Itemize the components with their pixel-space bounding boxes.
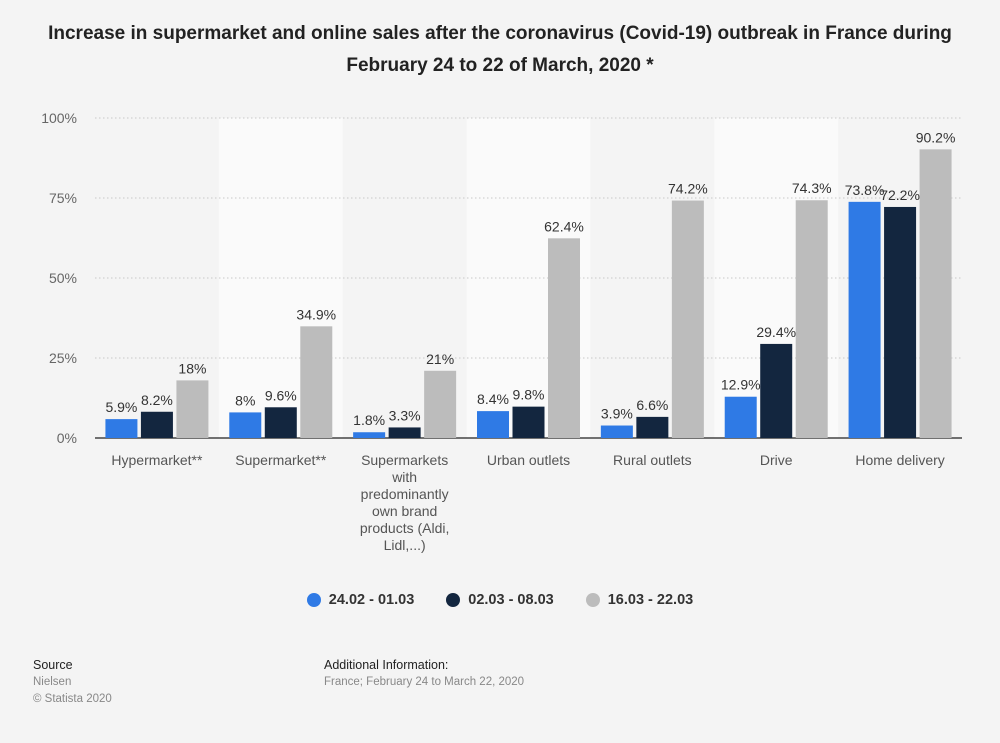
- bar-series-3-cat-4[interactable]: [548, 238, 580, 438]
- data-label-series-3-cat-4: 62.4%: [544, 218, 584, 234]
- source-name: Nielsen: [33, 676, 72, 688]
- data-label-series-1-cat-2: 8%: [235, 392, 255, 408]
- data-label-series-3-cat-3: 21%: [426, 351, 454, 367]
- data-label-series-3-cat-1: 18%: [178, 360, 206, 376]
- y-tick-label: 25%: [49, 350, 77, 366]
- data-label-series-2-cat-1: 8.2%: [141, 392, 173, 408]
- bar-series-3-cat-7[interactable]: [919, 149, 952, 439]
- data-label-series-3-cat-6: 74.3%: [792, 180, 832, 196]
- bar-series-2-cat-7[interactable]: [884, 206, 917, 438]
- legend-label-series-1: 24.02 - 01.03: [328, 592, 415, 608]
- bar-series-2-cat-4[interactable]: [512, 406, 545, 438]
- x-category-label: Hypermarket**: [111, 452, 203, 468]
- legend-swatch-series-1: [306, 593, 321, 607]
- legend-label-series-3: 16.03 - 22.03: [607, 592, 694, 608]
- x-category-label: Urban outlets: [487, 452, 570, 468]
- legend-item-series-2[interactable]: 02.03 - 08.03: [446, 592, 554, 608]
- bar-series-3-cat-3[interactable]: [424, 370, 457, 438]
- x-category-label: Supermarkets with predominantly own brand pr…: [360, 452, 449, 553]
- data-label-series-2-cat-5: 6.6%: [636, 397, 668, 413]
- legend-label-series-2: 02.03 - 08.03: [468, 592, 554, 608]
- bar-series-3-cat-1[interactable]: [176, 380, 209, 438]
- bar-series-1-cat-5[interactable]: [600, 425, 633, 438]
- x-category-label: Home delivery: [855, 452, 944, 468]
- chart-title: Increase in supermarket and online sales…: [48, 23, 952, 76]
- data-label-series-1-cat-3: 1.8%: [353, 412, 385, 428]
- legend-item-series-3[interactable]: 16.03 - 22.03: [585, 592, 694, 608]
- bar-series-3-cat-2[interactable]: [300, 326, 333, 438]
- data-label-series-2-cat-7: 72.2%: [880, 187, 920, 203]
- data-label-series-1-cat-5: 3.9%: [601, 406, 633, 422]
- data-label-series-3-cat-7: 90.2%: [916, 129, 956, 145]
- bar-series-2-cat-3[interactable]: [388, 427, 421, 438]
- data-label-series-3-cat-2: 34.9%: [296, 306, 336, 322]
- bar-series-1-cat-7[interactable]: [848, 201, 881, 438]
- data-label-series-2-cat-2: 9.6%: [265, 387, 297, 403]
- bar-series-1-cat-2[interactable]: [229, 412, 262, 438]
- data-label-series-2-cat-4: 9.8%: [513, 387, 545, 403]
- additional-info-block: Additional Information: France; February…: [324, 657, 524, 691]
- x-category-label: Rural outlets: [613, 452, 692, 468]
- data-label-series-1-cat-6: 12.9%: [721, 377, 761, 393]
- x-category-label: Drive: [760, 452, 793, 468]
- x-category-label: Supermarket**: [235, 452, 327, 468]
- bar-series-1-cat-4[interactable]: [477, 411, 509, 438]
- legend: 24.02 - 01.03 02.03 - 08.03 16.03 - 22.0…: [0, 592, 1000, 608]
- legend-swatch-series-3: [585, 593, 600, 607]
- additional-info-text: France; February 24 to March 22, 2020: [324, 676, 525, 688]
- copyright: © Statista 2020: [33, 693, 112, 705]
- bar-series-3-cat-5[interactable]: [671, 200, 704, 438]
- data-label-series-1-cat-1: 5.9%: [105, 399, 137, 415]
- additional-info-heading: Additional Information:: [324, 658, 449, 672]
- y-tick-label: 75%: [49, 190, 77, 206]
- legend-swatch-series-2: [446, 593, 461, 607]
- bar-series-1-cat-1[interactable]: [105, 419, 138, 438]
- data-label-series-2-cat-3: 3.3%: [389, 407, 421, 423]
- data-label-series-1-cat-7: 73.8%: [845, 182, 885, 198]
- bar-series-1-cat-3[interactable]: [353, 432, 386, 438]
- bar-series-2-cat-6[interactable]: [760, 343, 793, 438]
- bar-series-2-cat-2[interactable]: [264, 407, 297, 438]
- source-heading: Source: [33, 658, 73, 672]
- bar-series-1-cat-6[interactable]: [724, 396, 757, 438]
- bar-series-2-cat-5[interactable]: [636, 416, 669, 438]
- data-label-series-3-cat-5: 74.2%: [668, 181, 708, 197]
- source-block: Source Nielsen © Statista 2020: [33, 657, 112, 708]
- data-label-series-2-cat-6: 29.4%: [756, 324, 796, 340]
- y-tick-label: 100%: [41, 110, 77, 126]
- legend-item-series-1[interactable]: 24.02 - 01.03: [306, 592, 415, 608]
- y-tick-label: 0%: [57, 430, 77, 446]
- bar-series-2-cat-1[interactable]: [140, 411, 173, 438]
- bar-series-3-cat-6[interactable]: [795, 200, 828, 438]
- data-label-series-1-cat-4: 8.4%: [477, 391, 509, 407]
- y-tick-label: 50%: [49, 270, 77, 286]
